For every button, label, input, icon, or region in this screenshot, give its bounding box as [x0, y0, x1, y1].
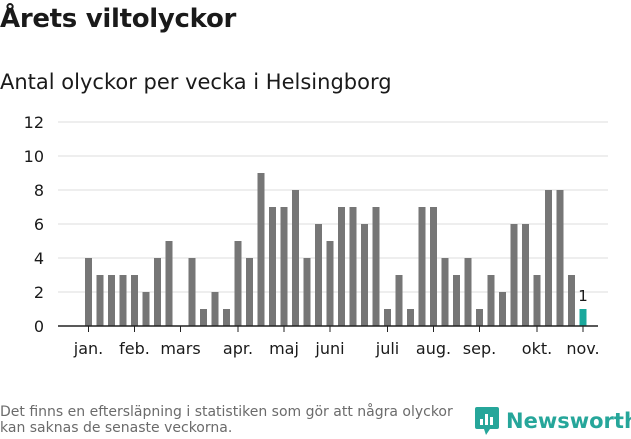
- bar: [453, 275, 460, 326]
- footnote: Det finns en eftersläpning i statistiken…: [0, 404, 453, 436]
- x-tick-label: feb.: [119, 339, 150, 358]
- bar: [510, 224, 518, 326]
- bar: [131, 275, 138, 326]
- latest-value-label: 1: [578, 287, 588, 305]
- y-tick-label: 8: [34, 181, 44, 200]
- bar: [533, 275, 541, 326]
- y-tick-label: 10: [24, 147, 44, 166]
- bar: [464, 258, 472, 326]
- bar: [223, 309, 230, 326]
- bars: [85, 173, 587, 326]
- x-tick-label: nov.: [566, 339, 599, 358]
- bar: [234, 241, 242, 326]
- bar: [499, 292, 506, 326]
- bar: [407, 309, 414, 326]
- y-tick-label: 0: [34, 317, 44, 336]
- bar: [545, 190, 552, 326]
- bar: [200, 309, 207, 326]
- y-tick-label: 2: [34, 283, 44, 302]
- bar: [108, 275, 115, 326]
- bar: [476, 309, 483, 326]
- x-tick-label: aug.: [416, 339, 451, 358]
- bar: [556, 190, 564, 326]
- bar: [430, 207, 437, 326]
- bar: [188, 258, 196, 326]
- bar: [142, 292, 150, 326]
- bar: [522, 224, 529, 326]
- bar: [441, 258, 449, 326]
- bar: [211, 292, 219, 326]
- bar: [280, 207, 288, 326]
- chart-subtitle: Antal olyckor per vecka i Helsingborg: [0, 70, 392, 94]
- bar: [315, 224, 322, 326]
- y-tick-label: 4: [34, 249, 44, 268]
- y-tick-label: 12: [24, 113, 44, 132]
- bar: [85, 258, 92, 326]
- bar: [257, 173, 265, 326]
- bar: [119, 275, 127, 326]
- x-tick-label: okt.: [522, 339, 552, 358]
- bar: [292, 190, 299, 326]
- bar: [303, 258, 311, 326]
- bar: [326, 241, 334, 326]
- x-tick-label: sep.: [463, 339, 496, 358]
- bar-chart: 0 2 4 6 8 10 12 1 jan. feb. mars apr. maj juni juli a…: [24, 113, 608, 358]
- bar: [487, 275, 495, 326]
- bar: [96, 275, 104, 326]
- bar: [246, 258, 253, 326]
- bar: [165, 241, 173, 326]
- x-axis-month-labels: jan. feb. mars apr. maj juni juli aug. sep. okt. n…: [73, 326, 600, 358]
- y-tick-label: 6: [34, 215, 44, 234]
- x-tick-label: maj: [269, 339, 299, 358]
- x-tick-label: jan.: [73, 339, 103, 358]
- x-tick-label: mars: [160, 339, 200, 358]
- bar: [372, 207, 380, 326]
- bar: [349, 207, 357, 326]
- newsworthy-logo-icon: [475, 407, 499, 435]
- bar: [418, 207, 426, 326]
- x-tick-label: juni: [314, 339, 344, 358]
- bar-latest-week: [579, 309, 587, 326]
- bar: [384, 309, 391, 326]
- chart-title: Årets viltolyckor: [0, 4, 237, 34]
- bar: [154, 258, 161, 326]
- bar: [338, 207, 345, 326]
- annotations: 1: [578, 287, 588, 305]
- bar: [361, 224, 368, 326]
- brand-logo[interactable]: Newsworthy: [474, 406, 631, 436]
- x-tick-label: juli: [375, 339, 399, 358]
- bar: [395, 275, 403, 326]
- y-axis-ticks: 0 2 4 6 8 10 12: [24, 113, 44, 336]
- brand-name: Newsworthy: [506, 409, 631, 433]
- bar: [269, 207, 276, 326]
- bar: [568, 275, 575, 326]
- x-tick-label: apr.: [223, 339, 253, 358]
